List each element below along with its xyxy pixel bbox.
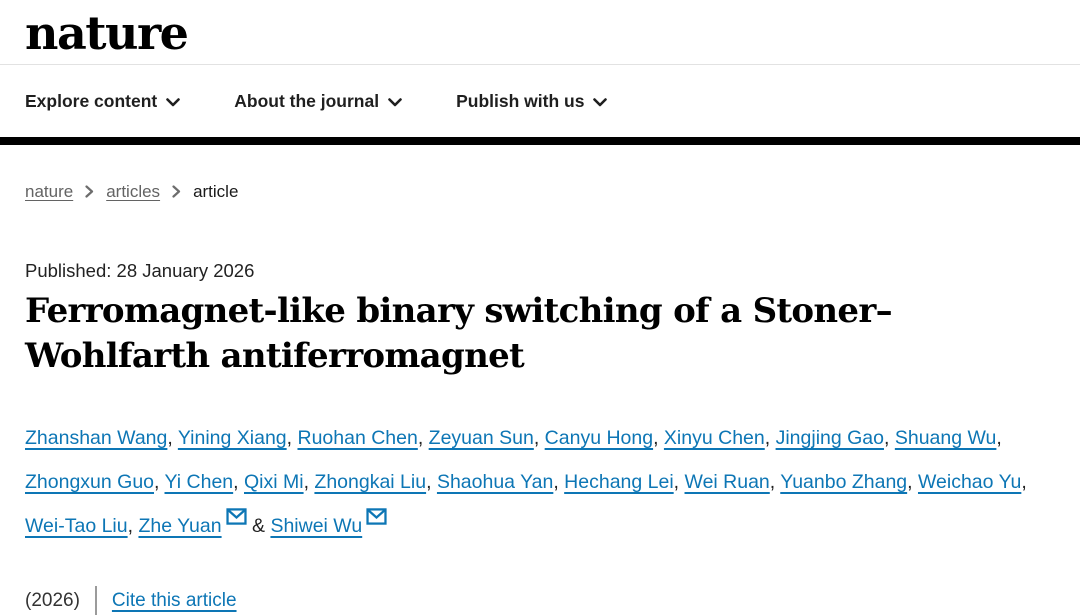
author-link[interactable]: Yi Chen [164, 470, 234, 493]
author-separator: , [1021, 470, 1027, 493]
author-link[interactable]: Zhanshan Wang [25, 426, 168, 449]
published-date: Published: 28 January 2026 [25, 260, 255, 281]
author-link[interactable]: Canyu Hong [544, 426, 654, 449]
author-separator: , [286, 426, 298, 449]
article-title: Ferromagnet-like binary switching of a S… [25, 291, 893, 376]
author-separator: , [533, 426, 545, 449]
author-link[interactable]: Weichao Yu [917, 470, 1022, 493]
nav-about-journal-label: About the journal [234, 90, 380, 111]
author-link[interactable]: Wei-Tao Liu [25, 514, 128, 537]
author-separator: , [996, 426, 1002, 449]
site-header: nature [0, 0, 1080, 65]
author-separator: , [303, 470, 315, 493]
author-link[interactable]: Zhongkai Liu [314, 470, 427, 493]
header-divider-bar [0, 137, 1080, 145]
breadcrumb-link-articles[interactable]: articles [106, 182, 161, 201]
breadcrumb-link-nature[interactable]: nature [25, 182, 74, 201]
nav-about-journal[interactable]: About the journal [234, 91, 402, 112]
author-link[interactable]: Shiwei Wu [270, 514, 363, 537]
nature-logo[interactable]: nature [25, 6, 189, 60]
author-separator: , [907, 470, 918, 493]
main-nav: Explore content About the journal Publis… [0, 65, 1080, 137]
author-separator: , [884, 426, 895, 449]
breadcrumb-current-article: article [193, 182, 239, 201]
chevron-down-icon [388, 91, 402, 112]
article-main: Published: 28 January 2026 Ferromagnet-l… [0, 260, 1080, 615]
author-separator: , [167, 426, 178, 449]
nav-publish-with-us-label: Publish with us [456, 90, 585, 111]
author-link[interactable]: Jingjing Gao [775, 426, 884, 449]
author-link[interactable]: Yining Xiang [177, 426, 287, 449]
breadcrumb: nature articles article [25, 181, 1080, 203]
author-separator: , [417, 426, 429, 449]
author-link[interactable]: Zhongxun Guo [25, 470, 155, 493]
author-link[interactable]: Wei Ruan [684, 470, 770, 493]
author-link[interactable]: Xinyu Chen [663, 426, 765, 449]
author-link[interactable]: Zhe Yuan [138, 514, 222, 537]
email-envelope-icon[interactable] [225, 508, 247, 525]
author-separator: , [233, 470, 244, 493]
author-link[interactable]: Shaohua Yan [436, 470, 554, 493]
author-separator: , [653, 426, 664, 449]
author-link[interactable]: Hechang Lei [564, 470, 674, 493]
nav-publish-with-us[interactable]: Publish with us [456, 90, 608, 112]
citation-row: (2026) Cite this article [25, 585, 1055, 615]
cite-this-article-link[interactable]: Cite this article [111, 589, 237, 611]
email-envelope-icon[interactable] [366, 508, 387, 525]
author-separator: , [154, 470, 165, 493]
author-link[interactable]: Qixi Mi [244, 470, 304, 493]
author-list: Zhanshan Wang, Yining Xiang, Ruohan Chen… [25, 416, 1055, 548]
author-separator: , [127, 514, 139, 537]
author-link[interactable]: Shuang Wu [894, 426, 997, 449]
author-separator: , [426, 470, 437, 493]
author-separator: & [246, 514, 271, 537]
nav-explore-content-label: Explore content [25, 90, 158, 111]
author-separator: , [764, 426, 776, 449]
chevron-down-icon [166, 91, 181, 112]
author-separator: , [673, 470, 685, 493]
nav-explore-content[interactable]: Explore content [25, 90, 181, 112]
author-link[interactable]: Yuanbo Zhang [780, 470, 908, 493]
chevron-right-icon [85, 183, 94, 203]
author-separator: , [553, 470, 565, 493]
citation-divider [94, 585, 97, 615]
author-link[interactable]: Ruohan Chen [297, 426, 418, 449]
chevron-down-icon [593, 91, 608, 112]
author-link[interactable]: Zeyuan Sun [428, 426, 534, 449]
citation-year: (2026) [25, 589, 80, 611]
chevron-right-icon [172, 183, 181, 203]
author-separator: , [769, 470, 781, 493]
